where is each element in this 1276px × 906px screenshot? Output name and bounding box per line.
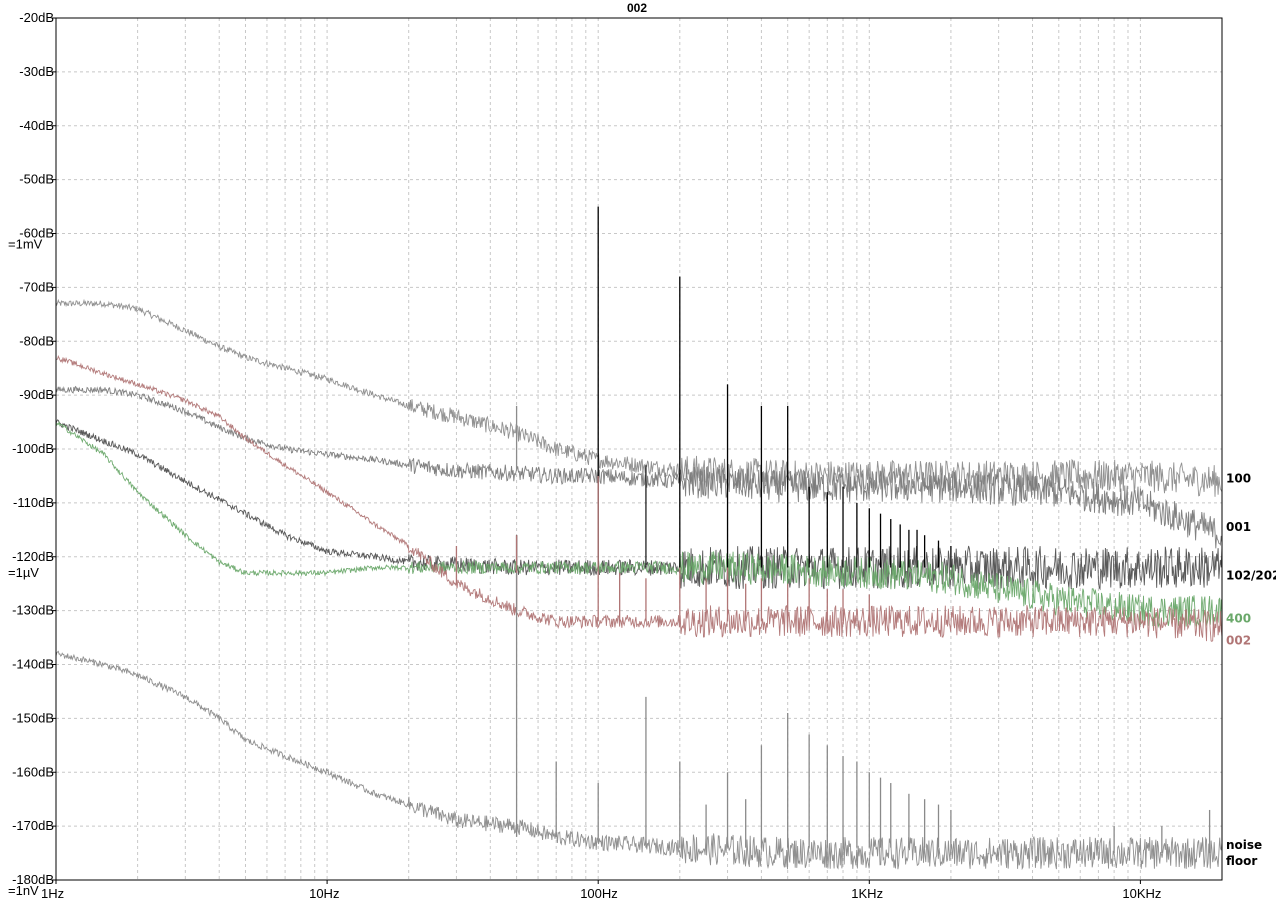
y-axis: -20dB -30dB -40dB -50dB -60dB -70dB -80dB -90dB…	[12, 10, 56, 887]
y-tick-label: -80dB	[19, 333, 54, 348]
series-label: 102/202	[1226, 569, 1276, 583]
y-reference-labels: =1mV =1µV =1nV	[8, 236, 43, 898]
chart-title: 002	[627, 1, 647, 15]
series-100	[55, 298, 1223, 497]
series-400	[55, 420, 1223, 629]
y-tick-label: -140dB	[12, 657, 54, 672]
y-tick-label: -20dB	[19, 10, 54, 25]
series-noise-floor	[55, 650, 1223, 871]
y-tick-label: -110dB	[13, 495, 54, 510]
series-group	[55, 298, 1223, 871]
y-tick-label: -150dB	[12, 710, 54, 725]
y-tick-label: -120dB	[12, 549, 54, 564]
series-label: 100	[1226, 472, 1251, 486]
x-tick-label: 1KHz	[851, 886, 883, 901]
y-tick-label: -40dB	[19, 118, 54, 133]
y-reference-label: =1mV	[8, 236, 43, 251]
x-tick-label: 1Hz	[41, 886, 64, 901]
x-tick-label: 100Hz	[580, 886, 618, 901]
series-label: 400	[1226, 612, 1251, 626]
y-tick-label: -90dB	[19, 387, 54, 402]
grid	[56, 18, 1223, 880]
series-label: 001	[1226, 520, 1251, 534]
series-001	[55, 385, 1223, 549]
y-reference-label: =1µV	[8, 565, 39, 580]
y-tick-label: -50dB	[19, 172, 54, 187]
y-tick-label: -130dB	[12, 603, 54, 618]
series-102-202	[55, 419, 1223, 591]
y-tick-label: -180dB	[12, 872, 54, 887]
x-axis: 1Hz 10Hz 100Hz 1KHz 10KHz	[41, 880, 1161, 901]
x-tick-label: 10KHz	[1122, 886, 1161, 901]
series-label: 002	[1226, 633, 1251, 647]
series-002	[55, 355, 1223, 642]
y-tick-label: -30dB	[19, 64, 54, 79]
y-tick-label: -170dB	[12, 818, 54, 833]
series-label: noise	[1226, 838, 1262, 852]
y-tick-label: -160dB	[12, 764, 54, 779]
y-reference-label: =1nV	[8, 883, 39, 898]
series-label: floor	[1226, 854, 1257, 868]
y-tick-label: -60dB	[19, 226, 54, 241]
y-tick-label: -100dB	[12, 441, 54, 456]
series-labels: 100 001 102/202 400 002 noise floor	[1226, 472, 1276, 869]
y-tick-label: -70dB	[19, 279, 54, 294]
x-tick-label: 10Hz	[309, 886, 339, 901]
harmonic-spikes	[455, 206, 1211, 854]
